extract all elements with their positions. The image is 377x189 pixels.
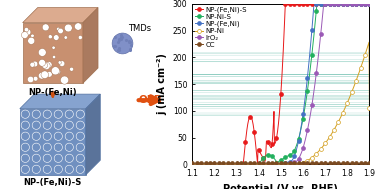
Circle shape — [54, 165, 63, 174]
Polygon shape — [20, 109, 86, 175]
Circle shape — [43, 121, 51, 129]
Polygon shape — [23, 8, 98, 23]
Text: NP-(Fe,Ni)-S: NP-(Fe,Ni)-S — [24, 178, 82, 187]
Circle shape — [39, 59, 46, 66]
Circle shape — [76, 110, 84, 118]
Circle shape — [43, 110, 51, 118]
Circle shape — [54, 154, 63, 162]
Circle shape — [32, 121, 40, 129]
Circle shape — [33, 76, 38, 81]
Circle shape — [38, 72, 45, 79]
Circle shape — [32, 61, 38, 67]
Polygon shape — [20, 94, 100, 109]
Circle shape — [43, 132, 51, 140]
Circle shape — [21, 110, 29, 118]
Circle shape — [52, 55, 56, 59]
Y-axis label: j (mA cm⁻²): j (mA cm⁻²) — [157, 53, 167, 115]
Circle shape — [57, 27, 60, 31]
Circle shape — [54, 132, 63, 140]
Circle shape — [21, 121, 29, 129]
Circle shape — [51, 67, 60, 75]
Text: OER: OER — [139, 95, 163, 105]
Circle shape — [76, 132, 84, 140]
Circle shape — [30, 62, 35, 67]
Circle shape — [48, 35, 52, 39]
Polygon shape — [23, 23, 83, 83]
Circle shape — [57, 70, 60, 74]
Circle shape — [21, 143, 29, 151]
Circle shape — [31, 34, 34, 37]
Circle shape — [28, 37, 35, 44]
Circle shape — [21, 165, 29, 174]
Circle shape — [58, 61, 61, 64]
Text: NP-(Fe,Ni): NP-(Fe,Ni) — [29, 88, 77, 97]
Circle shape — [76, 165, 84, 174]
Circle shape — [43, 62, 50, 70]
Text: TMDs: TMDs — [128, 24, 151, 33]
Circle shape — [64, 36, 67, 39]
Circle shape — [58, 28, 63, 34]
Circle shape — [42, 24, 49, 31]
Circle shape — [42, 62, 48, 68]
Circle shape — [43, 154, 51, 162]
Circle shape — [54, 35, 59, 40]
Circle shape — [65, 110, 74, 118]
Circle shape — [21, 132, 29, 140]
Circle shape — [46, 62, 52, 68]
Circle shape — [54, 121, 63, 129]
Circle shape — [25, 29, 31, 35]
Circle shape — [65, 132, 74, 140]
Circle shape — [76, 121, 84, 129]
Polygon shape — [83, 8, 98, 83]
Circle shape — [24, 28, 29, 32]
Circle shape — [54, 143, 63, 151]
Circle shape — [32, 110, 40, 118]
Circle shape — [65, 143, 74, 151]
Circle shape — [59, 61, 65, 67]
Circle shape — [75, 23, 82, 30]
Circle shape — [60, 76, 69, 84]
Circle shape — [32, 143, 40, 151]
Circle shape — [43, 143, 51, 151]
Circle shape — [21, 154, 29, 162]
Circle shape — [65, 165, 74, 174]
X-axis label: Potential (V vs. RHE): Potential (V vs. RHE) — [224, 184, 338, 189]
Legend: NP-(Fe,Ni)-S, NP-Ni-S, NP-(Fe,Ni), NP-Ni, IrO₂, CC: NP-(Fe,Ni)-S, NP-Ni-S, NP-(Fe,Ni), NP-Ni… — [195, 6, 248, 48]
Circle shape — [41, 71, 49, 78]
Circle shape — [47, 71, 52, 77]
Circle shape — [32, 132, 40, 140]
Circle shape — [32, 154, 40, 162]
Polygon shape — [86, 94, 100, 175]
Circle shape — [65, 154, 74, 162]
Circle shape — [78, 36, 82, 40]
Circle shape — [21, 32, 28, 38]
Circle shape — [76, 154, 84, 162]
Circle shape — [43, 165, 51, 174]
Circle shape — [52, 46, 55, 49]
Circle shape — [28, 76, 34, 83]
Circle shape — [54, 110, 63, 118]
Circle shape — [57, 70, 61, 73]
Circle shape — [76, 143, 84, 151]
Circle shape — [65, 121, 74, 129]
Circle shape — [64, 24, 72, 32]
Circle shape — [70, 67, 74, 71]
Circle shape — [38, 49, 46, 56]
Circle shape — [112, 33, 133, 54]
Circle shape — [32, 165, 40, 174]
